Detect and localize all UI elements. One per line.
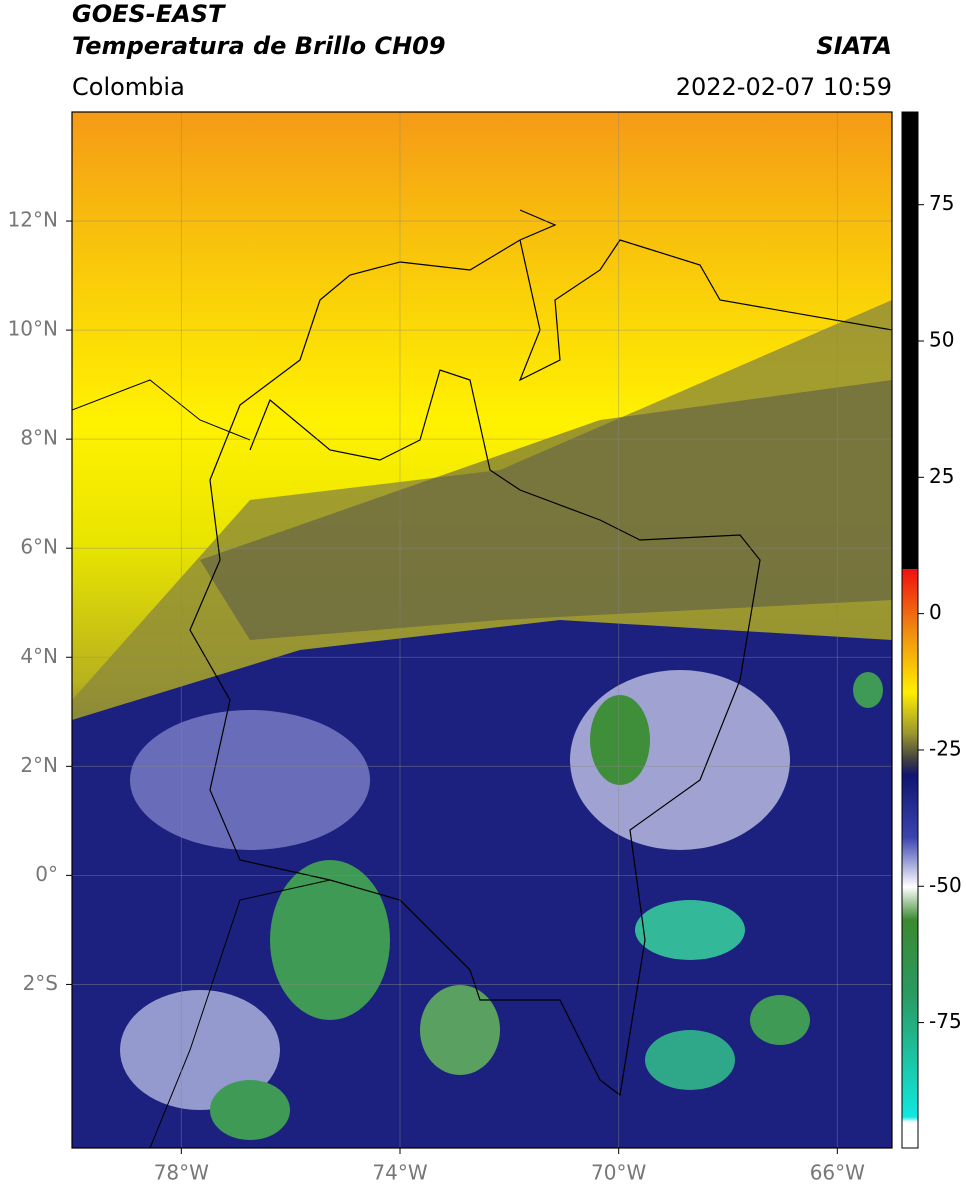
lat-tick-label: 2°N	[20, 753, 58, 777]
colorbar-tick-label: 50	[929, 328, 954, 352]
lat-tick-label: 4°N	[20, 644, 58, 668]
title: GOES-EAST	[72, 0, 226, 28]
lat-tick-label: 12°N	[8, 208, 58, 232]
subtitle: Temperatura de Brillo CH09	[72, 32, 446, 60]
lon-tick-label: 66°W	[810, 1161, 865, 1185]
lat-tick-label: 2°S	[23, 971, 58, 995]
colorbar-tick-label: 25	[929, 464, 954, 488]
colorbar-tick-label: -75	[929, 1009, 962, 1033]
region: Colombia	[72, 73, 185, 101]
lat-tick-label: 10°N	[8, 317, 58, 341]
colorbar-tick-label: -50	[929, 873, 962, 897]
colorbar-tick-label: 75	[929, 191, 954, 215]
colorbar	[901, 111, 919, 1149]
lon-tick-label: 70°W	[591, 1161, 646, 1185]
colorbar-tick-label: -25	[929, 736, 962, 760]
lat-tick-label: 0°	[35, 862, 58, 886]
grid	[72, 112, 892, 1148]
lon-tick-label: 74°W	[372, 1161, 427, 1185]
satellite-image	[72, 112, 892, 1148]
map-frame	[71, 111, 893, 1149]
colorbar-tick-label: 0	[929, 600, 942, 624]
lat-tick-label: 6°N	[20, 535, 58, 559]
lat-tick-label: 8°N	[20, 426, 58, 450]
lon-tick-label: 78°W	[154, 1161, 209, 1185]
source: SIATA	[816, 32, 892, 60]
datetime: 2022-02-07 10:59	[676, 73, 892, 101]
